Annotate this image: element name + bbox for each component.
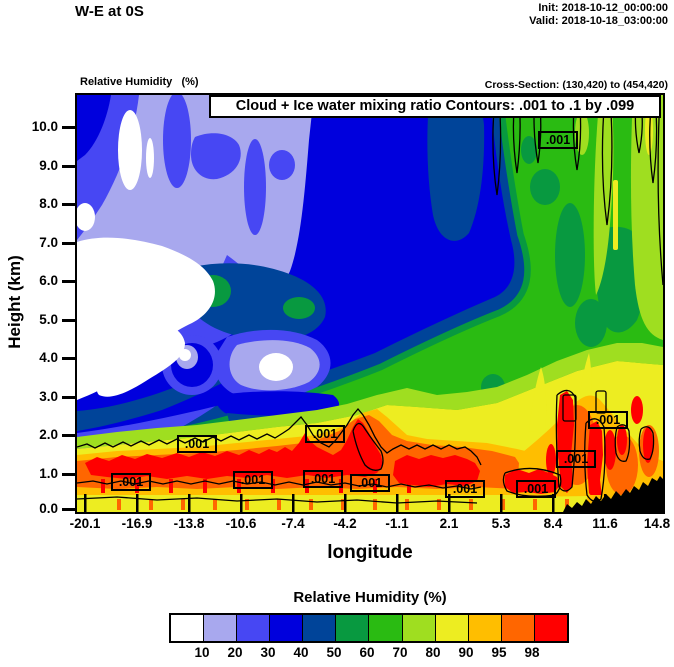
colorbar-cell	[204, 615, 238, 641]
y-tick	[62, 242, 77, 245]
x-tick-label: -1.1	[385, 516, 409, 531]
colorbar-cell	[336, 615, 370, 641]
valid-time: Valid: 2018-10-18_03:00:00	[529, 15, 668, 27]
contour-label: .001	[111, 473, 151, 491]
colorbar-tick-label: 50	[326, 645, 342, 660]
x-axis-inner-ticks	[84, 494, 659, 512]
x-tick-label: 11.6	[592, 516, 618, 531]
x-tick-label: 2.1	[439, 516, 459, 531]
contour-label: .001	[303, 470, 343, 488]
y-tick-label: 10.0	[31, 119, 58, 134]
y-tick	[62, 434, 77, 437]
colorbar-title: Relative Humidity (%)	[293, 589, 447, 606]
x-tick-label: -10.6	[225, 516, 257, 531]
x-tick-label: 14.8	[643, 516, 671, 531]
colorbar-cell	[237, 615, 271, 641]
x-tick-label: -7.4	[281, 516, 305, 531]
y-tick-label: 8.0	[39, 196, 58, 211]
contour-label: .001	[445, 480, 485, 498]
colorbar-tick-label: 80	[425, 645, 441, 660]
colorbar-tick-label: 40	[293, 645, 309, 660]
rh-colorbar	[169, 613, 569, 643]
terrain-silhouette	[563, 476, 663, 512]
colorbar-cell	[171, 615, 205, 641]
contour-label: .001	[177, 435, 217, 453]
colorbar-cell	[402, 615, 436, 641]
colorbar-cell	[303, 615, 337, 641]
y-tick	[62, 396, 77, 399]
colorbar-tick-label: 30	[260, 645, 276, 660]
y-tick-label: 7.0	[39, 235, 58, 250]
y-tick	[62, 319, 77, 322]
y-tick-label: 6.0	[39, 273, 58, 288]
colorbar-cell	[435, 615, 469, 641]
x-tick-label: -16.9	[121, 516, 153, 531]
contour-label: .001	[305, 425, 345, 443]
colorbar-tick-label: 60	[359, 645, 375, 660]
y-axis-title: Height (km)	[5, 255, 24, 349]
x-tick-label: 8.4	[543, 516, 563, 531]
y-tick	[62, 508, 77, 511]
contour-spec-title: Cloud + Ice water mixing ratio Contours:…	[209, 95, 661, 118]
y-tick-label: 9.0	[39, 158, 58, 173]
cross-section-plot: .001 .001 .001 .001 .001 .001 .001 .001 …	[75, 93, 665, 514]
x-tick-label: -13.8	[173, 516, 205, 531]
colorbar-tick-label: 98	[524, 645, 540, 660]
colorbar-cell	[534, 615, 567, 641]
contour-label: .001	[556, 450, 596, 468]
x-axis-title: longitude	[327, 542, 413, 563]
y-tick-label: 4.0	[39, 350, 58, 365]
colorbar-tick-label: 20	[227, 645, 243, 660]
colorbar-tick-label: 70	[392, 645, 408, 660]
orange-surface-streaks	[117, 499, 569, 510]
y-tick	[62, 473, 77, 476]
colorbar-tick-label: 90	[458, 645, 474, 660]
colorbar-cell	[501, 615, 535, 641]
colorbar-tick-label: 95	[491, 645, 507, 660]
contour-label: .001	[350, 474, 390, 492]
colorbar-cell	[468, 615, 502, 641]
y-tick	[62, 126, 77, 129]
x-tick-label: -4.2	[333, 516, 357, 531]
y-tick	[62, 280, 77, 283]
page-title: W-E at 0S	[75, 3, 144, 20]
init-time: Init: 2018-10-12_00:00:00	[538, 2, 668, 14]
field-line-rh: Relative Humidity (%)	[80, 76, 199, 88]
y-tick-label: 3.0	[39, 389, 58, 404]
colorbar-cell	[270, 615, 304, 641]
contour-label: .001	[538, 131, 578, 149]
contour-label: .001	[588, 411, 628, 429]
contour-label: .001	[516, 480, 556, 498]
y-tick-label: 5.0	[39, 312, 58, 327]
colorbar-cell	[369, 615, 403, 641]
x-tick-label: -20.1	[69, 516, 101, 531]
y-tick-label: 1.0	[39, 466, 58, 481]
y-tick-label: 0.0	[39, 501, 58, 516]
cross-section-coords: Cross-Section: (130,420) to (454,420)	[484, 79, 668, 91]
contour-label: .001	[233, 471, 273, 489]
y-tick	[62, 203, 77, 206]
y-tick	[62, 357, 77, 360]
y-tick	[62, 165, 77, 168]
x-tick-label: 5.3	[491, 516, 511, 531]
colorbar-tick-label: 10	[194, 645, 210, 660]
y-tick-label: 2.0	[39, 427, 58, 442]
model-run-times: Init: 2018-10-12_00:00:00 Valid: 2018-10…	[529, 2, 668, 28]
